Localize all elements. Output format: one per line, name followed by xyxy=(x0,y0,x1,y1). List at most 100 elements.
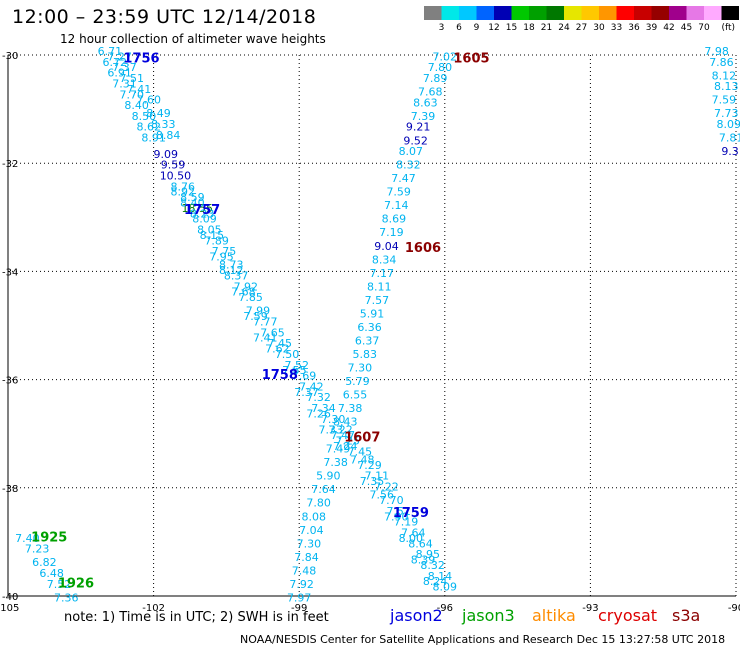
swh-label: 9.04 xyxy=(374,240,399,253)
swh-label: 8.84 xyxy=(156,129,181,142)
swh-label: 8.00 xyxy=(399,532,424,545)
swh-label: 7.40 xyxy=(15,532,40,545)
footer-credit: NOAA/NESDIS Center for Satellite Applica… xyxy=(240,633,726,646)
swh-label: 8.09 xyxy=(716,118,740,131)
swh-label: 8.62 xyxy=(136,121,161,134)
footer-note: note: 1) Time is in UTC; 2) SWH is in fe… xyxy=(64,610,329,625)
swh-label: 7.04 xyxy=(299,524,324,537)
swh-label: 7.37 xyxy=(294,386,319,399)
time-label-jason3: 1925 xyxy=(31,530,67,545)
swh-label: 8.40 xyxy=(124,99,149,112)
colorbar-unit-label: (ft) xyxy=(721,23,735,33)
colorbar-tick-label: 70 xyxy=(698,23,710,33)
colorbar-swatch xyxy=(634,6,652,20)
swh-label: 8.09 xyxy=(192,213,217,226)
swh-label: 7.48 xyxy=(292,564,317,577)
swh-label: 9.09 xyxy=(153,148,178,161)
swh-label: 7.62 xyxy=(265,343,290,356)
colorbar-tick-label: 33 xyxy=(611,23,622,33)
swh-label: 8.49 xyxy=(146,107,171,120)
swh-label: 8.91 xyxy=(141,132,166,145)
colorbar-tick-label: 27 xyxy=(576,23,587,33)
swh-label: 7.98 xyxy=(704,45,729,58)
swh-label: 7.57 xyxy=(365,294,390,307)
colorbar-tick-label: 9 xyxy=(474,23,480,33)
swh-label: 7.81 xyxy=(719,132,740,145)
swh-label: 7.45 xyxy=(348,445,373,458)
swh-label: 7.92 xyxy=(289,578,314,591)
colorbar-tick-label: 21 xyxy=(541,23,552,33)
swh-label: 7.68 xyxy=(231,286,256,299)
swh-label: 7.26 xyxy=(306,407,331,420)
swh-label: 7.64 xyxy=(401,526,426,539)
swh-label: 7.47 xyxy=(331,429,356,442)
swh-label: 7.30 xyxy=(348,361,373,374)
colorbar-swatch xyxy=(704,6,722,20)
colorbar-swatch xyxy=(564,6,582,20)
swh-label: 8.39 xyxy=(411,554,436,567)
colorbar-swatch xyxy=(721,6,739,20)
swh-label: 7.24 xyxy=(333,440,358,453)
swh-label: 7.65 xyxy=(260,326,285,339)
swh-label: 8.11 xyxy=(367,280,392,293)
swh-label: 7.99 xyxy=(246,305,271,318)
swh-label: 7.90 xyxy=(384,510,409,523)
swh-label: 8.24 xyxy=(423,575,448,588)
swh-label: 7.31 xyxy=(112,77,137,90)
swh-values: 6.716.726.917.317.708.408.508.628.919.09… xyxy=(15,45,740,604)
swh-label: 6.36 xyxy=(357,321,382,334)
x-tick-label: -102 xyxy=(142,603,165,614)
time-label-jason2: 1757 xyxy=(184,203,220,218)
chart-subtitle: 12 hour collection of altimeter wave hei… xyxy=(60,32,326,46)
swh-label: 7.30 xyxy=(297,537,322,550)
swh-label: 7.89 xyxy=(423,72,448,85)
time-label-s3a: 1606 xyxy=(405,241,441,256)
swh-label: 8.15 xyxy=(200,229,225,242)
swh-label: 8.95 xyxy=(416,548,441,561)
colorbar-tick-label: 12 xyxy=(488,23,499,33)
colorbar-tick-label: 30 xyxy=(593,23,605,33)
time-label-jason2: 1758 xyxy=(262,368,298,383)
time-label-s3a: 1605 xyxy=(453,52,489,67)
swh-label: 7.52 xyxy=(285,359,310,372)
x-tick-label: -99 xyxy=(291,603,307,614)
axis-tick-labels: -105 -102 -99 -96 -93 -90 -30 -32 -34 -36 -38 -40 xyxy=(0,51,740,614)
time-label-jason2: 1756 xyxy=(123,52,159,67)
swh-label: 8.73 xyxy=(219,259,244,272)
swh-label: 7.33 xyxy=(318,424,343,437)
colorbar-tick-label: 15 xyxy=(506,23,517,33)
swh-label: 8.59 xyxy=(180,191,205,204)
swh-label: 9.59 xyxy=(161,159,186,172)
swh-label: 7.32 xyxy=(306,391,331,404)
swh-label: 8.05 xyxy=(197,224,222,237)
colorbar-legend: 3 6 9 12 15 18 21 24 27 30 33 36 39 42 45 70 (ft) xyxy=(424,6,739,33)
colorbar-swatch xyxy=(441,6,459,20)
swh-label: 5.79 xyxy=(345,375,370,388)
swh-label: 7.69 xyxy=(292,370,317,383)
swh-label: 7.39 xyxy=(411,110,436,123)
swh-label: 7.56 xyxy=(369,489,394,502)
swh-label: 7.80 xyxy=(428,61,453,74)
swh-label: 8.64 xyxy=(408,537,433,550)
swh-label: 7.19 xyxy=(379,226,404,239)
swh-label: 7.30 xyxy=(321,413,346,426)
swh-label: 7.84 xyxy=(294,551,319,564)
plot-frame xyxy=(7,55,736,597)
x-tick-label: -96 xyxy=(437,603,453,614)
swh-label: 7.68 xyxy=(418,86,443,99)
swh-label: 9.52 xyxy=(403,134,428,147)
legend-s3a: s3a xyxy=(672,606,701,625)
colorbar-swatch xyxy=(581,6,599,20)
chart-title: 12:00 – 23:59 UTC 12/14/2018 xyxy=(12,6,317,28)
time-label-s3a: 1607 xyxy=(344,430,380,445)
colorbar-tick-label: 36 xyxy=(628,23,640,33)
colorbar-tick-label: 42 xyxy=(663,23,674,33)
colorbar-tick-label: 6 xyxy=(456,23,462,33)
swh-label: 6.48 xyxy=(39,567,64,580)
swh-label: 7.38 xyxy=(338,402,363,415)
swh-label: 7.47 xyxy=(391,172,416,185)
swh-label: 7.59 xyxy=(712,94,737,107)
x-tick-label: -93 xyxy=(582,603,598,614)
swh-label: 7.25 xyxy=(335,435,360,448)
